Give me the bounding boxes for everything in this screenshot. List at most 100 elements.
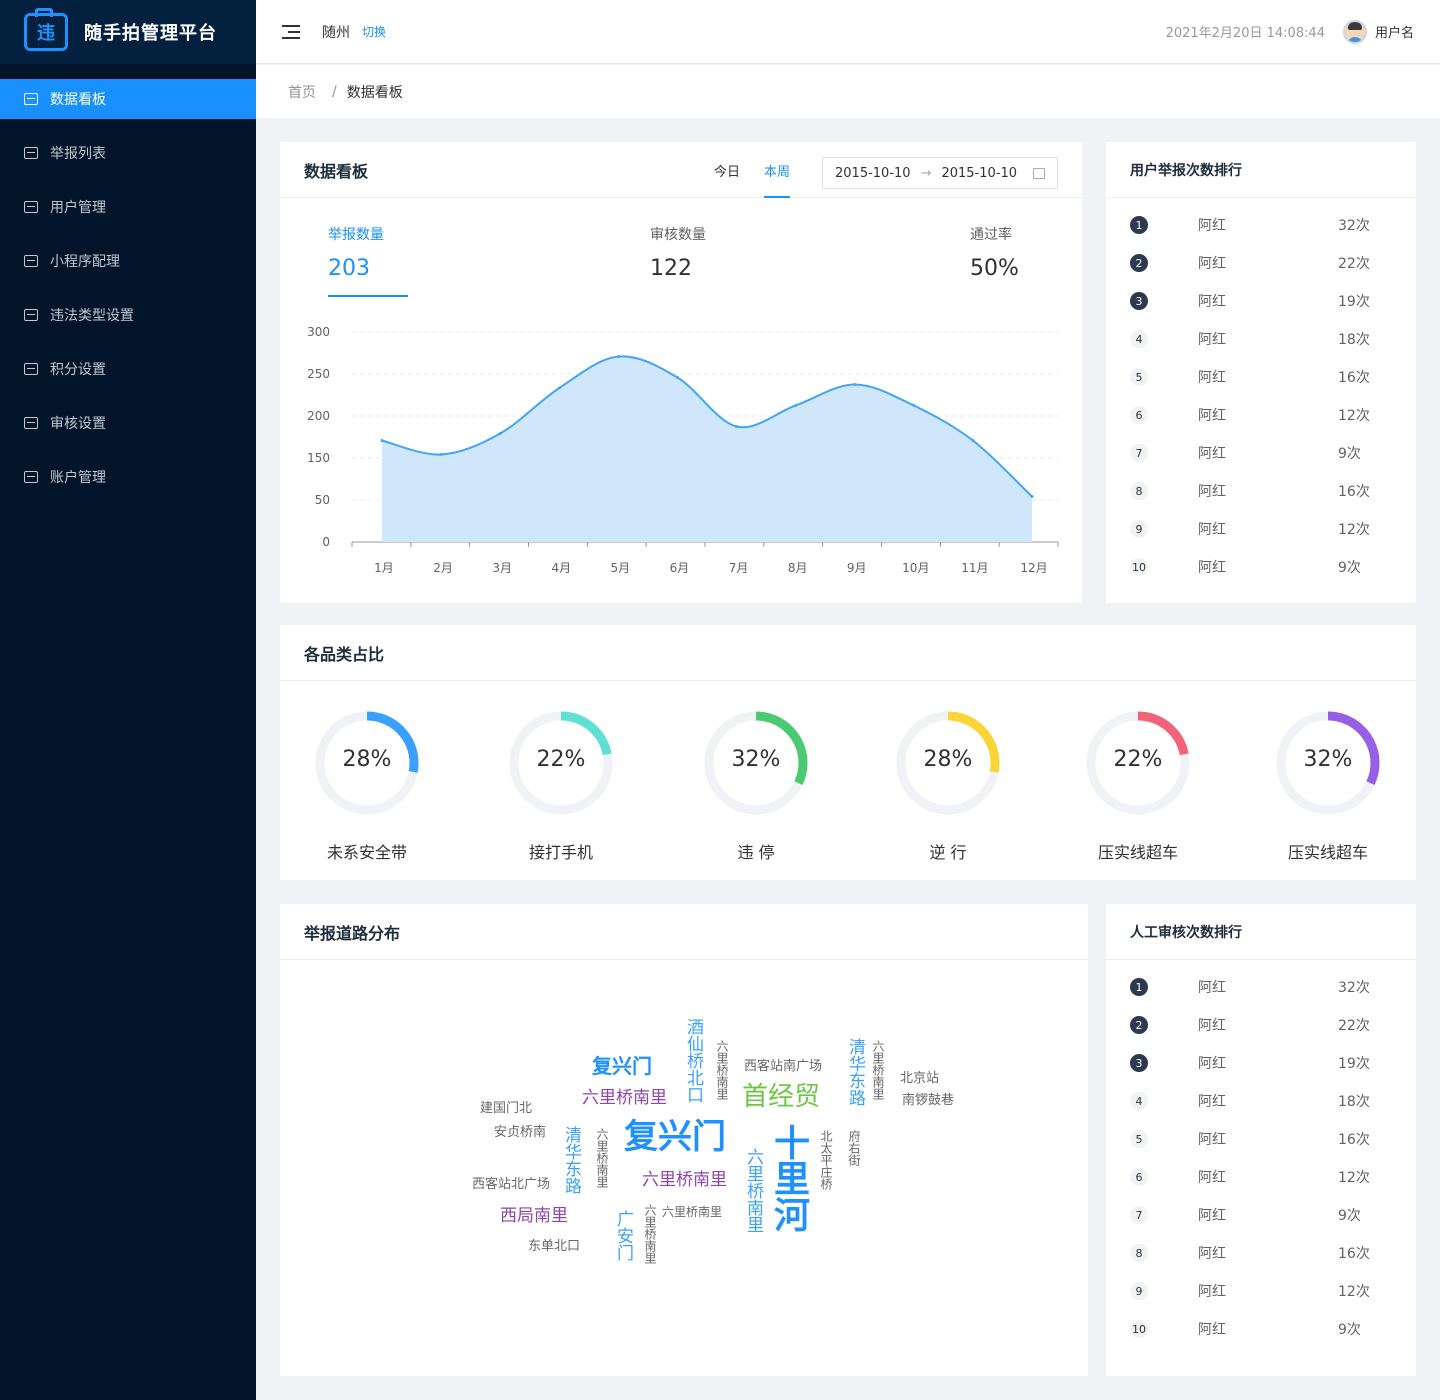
switch-city-link[interactable]: 切换 — [362, 25, 387, 39]
donut-percent: 32% — [731, 747, 781, 772]
app-title: 随手拍管理平台 — [84, 23, 217, 44]
donut-arc — [1086, 711, 1190, 815]
rank-count: 19次 — [1338, 294, 1370, 310]
rank-name: 阿红 — [1198, 484, 1226, 500]
donut-ring — [1276, 711, 1380, 815]
road-word: 首经贸 — [742, 1082, 821, 1112]
rank-row: 5 阿红 16次 — [1106, 1120, 1416, 1158]
donut-percent: 22% — [1113, 747, 1163, 772]
rank-name: 阿红 — [1198, 218, 1226, 234]
donut-ring — [1086, 711, 1190, 815]
breadcrumb-separator: / — [332, 83, 337, 100]
donut-label: 压实线超车 — [1097, 843, 1178, 862]
sidebar-item-dashboard[interactable]: 数据看板 — [0, 79, 256, 119]
rank-name: 阿红 — [1198, 1284, 1226, 1300]
x-tick-label: 10月 — [902, 561, 929, 575]
rank-number: 9 — [1130, 520, 1148, 538]
rank-count: 18次 — [1338, 1094, 1370, 1110]
x-tick-label: 7月 — [729, 561, 749, 575]
user-rank-card: 用户举报次数排行 1 阿红 32次 2 阿红 22次 3 阿红 19次 4 阿红 18次 5 阿红 16次 6… — [1106, 142, 1416, 603]
x-tick-label: 1月 — [374, 561, 394, 575]
sidebar-item-points[interactable]: 积分设置 — [0, 349, 256, 389]
x-tick-label: 3月 — [492, 561, 512, 575]
donut-arc — [509, 711, 613, 815]
y-tick-label: 250 — [307, 367, 330, 381]
rank-count: 16次 — [1338, 484, 1370, 500]
avatar[interactable] — [1342, 19, 1367, 44]
stat-label: 审核数量 — [650, 227, 706, 243]
donut-label: 违 停 — [737, 843, 775, 862]
rank-row: 2 阿红 22次 — [1106, 1006, 1416, 1044]
dashboard-card-header: 数据看板 今日 本周 2015-10-10 → 2015-10-10 — [280, 142, 1082, 198]
user-rank-list: 1 阿红 32次 2 阿红 22次 3 阿红 19次 4 阿红 18次 5 阿红 16次 6 阿红 12次 7 阿红 9… — [1106, 198, 1416, 586]
x-tick-label: 12月 — [1020, 561, 1047, 575]
sidebar-item-label: 数据看板 — [50, 92, 106, 108]
rank-count: 19次 — [1338, 1056, 1370, 1072]
donut-label: 压实线超车 — [1287, 843, 1368, 862]
stat-reports[interactable]: 举报数量 203 — [328, 224, 384, 281]
account-icon — [24, 471, 38, 483]
road-word: 六里桥南里 — [743, 1148, 763, 1233]
sidebar-item-users[interactable]: 用户管理 — [0, 187, 256, 227]
rank-name: 阿红 — [1198, 980, 1226, 996]
x-tick-label: 11月 — [961, 561, 988, 575]
road-word: 清华东路 — [561, 1126, 581, 1194]
date-start: 2015-10-10 — [835, 165, 911, 181]
sidebar-item-violation-types[interactable]: 违法类型设置 — [0, 295, 256, 335]
donut-ring — [896, 711, 1000, 815]
road-title: 举报道路分布 — [280, 904, 1088, 960]
rank-name: 阿红 — [1198, 446, 1226, 462]
stat-pass-rate[interactable]: 通过率 50% — [970, 224, 1019, 281]
road-word: 清华东路 — [845, 1038, 865, 1106]
table-icon — [24, 147, 38, 159]
category-donut: 28% 未系安全带 — [307, 705, 427, 863]
donut-arc — [1276, 711, 1380, 815]
tab-this-week[interactable]: 本周 — [763, 142, 791, 198]
donut-arc — [896, 711, 1000, 815]
data-point — [853, 383, 857, 386]
menu-toggle-icon[interactable] — [282, 24, 300, 39]
data-point — [380, 439, 384, 442]
data-point — [675, 376, 679, 379]
road-word: 安贞桥南 — [494, 1125, 547, 1140]
username[interactable]: 用户名 — [1374, 26, 1414, 41]
area-fill — [382, 356, 1032, 542]
road-word: 复兴门 — [592, 1054, 652, 1078]
stat-value: 203 — [328, 256, 370, 281]
category-donut: 32% 违 停 — [696, 705, 816, 863]
rank-count: 16次 — [1338, 1246, 1370, 1262]
rank-number: 2 — [1130, 1016, 1148, 1034]
rank-number: 4 — [1130, 1092, 1148, 1110]
sidebar-menu: 数据看板 举报列表 用户管理 小程序配理 违法类型设置 积分设置 审核设置 账户… — [0, 79, 256, 497]
sidebar-item-miniprogram[interactable]: 小程序配理 — [0, 241, 256, 281]
sidebar-item-accounts[interactable]: 账户管理 — [0, 457, 256, 497]
rank-row: 3 阿红 19次 — [1106, 282, 1416, 320]
rank-count: 12次 — [1338, 522, 1370, 538]
camera-logo-icon: 违 — [24, 8, 68, 51]
data-point — [616, 355, 620, 358]
logo: 违 随手拍管理平台 — [0, 0, 256, 64]
donut-arc — [315, 711, 419, 815]
stat-value: 122 — [650, 256, 692, 281]
stat-reviews[interactable]: 审核数量 122 — [650, 224, 706, 281]
user-rank-title: 用户举报次数排行 — [1106, 142, 1416, 198]
sidebar-item-label: 账户管理 — [50, 470, 106, 486]
sidebar-item-report-list[interactable]: 举报列表 — [0, 133, 256, 173]
donut-ring — [704, 711, 808, 815]
date-range-picker[interactable]: 2015-10-10 → 2015-10-10 — [822, 157, 1058, 189]
road-word: 六里桥南里 — [643, 1204, 657, 1264]
rank-number: 9 — [1130, 1282, 1148, 1300]
sidebar-item-audit[interactable]: 审核设置 — [0, 403, 256, 443]
x-tick-label: 4月 — [551, 561, 571, 575]
donut-percent: 28% — [923, 747, 973, 772]
rank-name: 阿红 — [1198, 408, 1226, 424]
donut-label: 未系安全带 — [326, 843, 407, 862]
rank-row: 2 阿红 22次 — [1106, 244, 1416, 282]
rank-row: 10 阿红 9次 — [1106, 1310, 1416, 1348]
breadcrumb-home[interactable]: 首页 — [288, 84, 316, 101]
road-word: 广安门 — [613, 1210, 633, 1261]
top-header: 随州 切换 2021年2月20日 14:08:44 用户名 — [256, 0, 1440, 64]
road-word: 十里河 — [768, 1124, 809, 1232]
category-donut: 22% 接打手机 — [501, 705, 621, 863]
tab-today[interactable]: 今日 — [713, 164, 740, 180]
